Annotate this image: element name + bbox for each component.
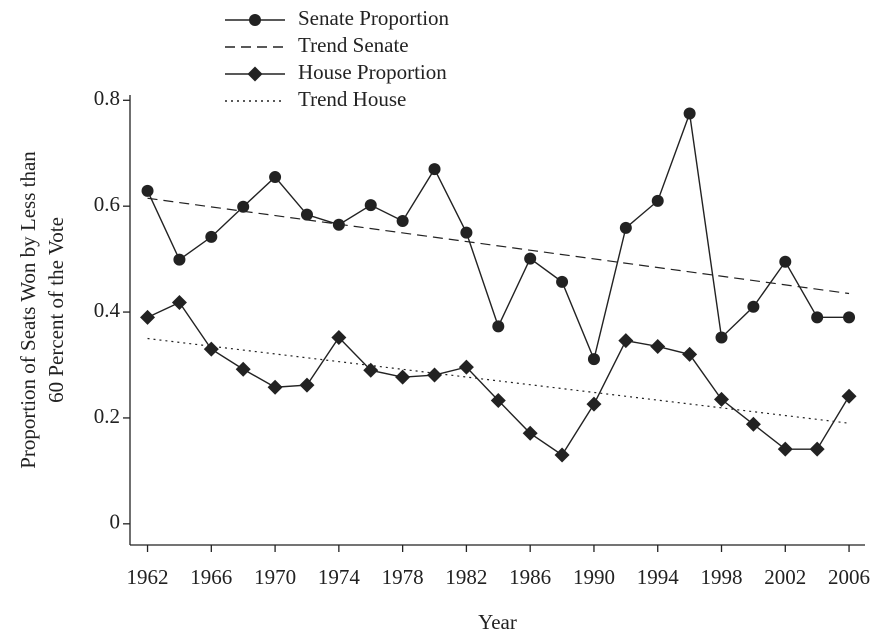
marker <box>682 346 698 362</box>
marker <box>556 275 569 288</box>
marker <box>715 331 728 344</box>
marker <box>747 300 760 313</box>
legend-label: Senate Proportion <box>298 6 450 30</box>
marker <box>171 295 187 311</box>
x-tick-label: 1986 <box>509 565 551 589</box>
marker <box>141 184 154 197</box>
marker <box>777 441 793 457</box>
marker <box>363 362 379 378</box>
marker <box>811 311 824 324</box>
x-tick-label: 2002 <box>764 565 806 589</box>
marker <box>492 320 505 333</box>
marker <box>458 359 474 375</box>
x-tick-label: 1994 <box>637 565 680 589</box>
legend-label: Trend Senate <box>298 33 409 57</box>
marker <box>428 163 441 176</box>
marker <box>650 338 666 354</box>
marker <box>618 333 634 349</box>
marker <box>173 253 186 266</box>
marker <box>843 311 856 324</box>
legend-label: House Proportion <box>298 60 447 84</box>
marker <box>586 396 602 412</box>
y-tick-label: 0 <box>110 510 121 534</box>
legend-marker <box>249 14 261 26</box>
y-tick-label: 0.2 <box>94 404 120 428</box>
marker <box>396 215 409 227</box>
marker <box>714 391 730 407</box>
marker <box>841 388 857 404</box>
x-tick-label: 2006 <box>828 565 870 589</box>
x-tick-label: 1970 <box>254 565 296 589</box>
marker <box>235 361 251 377</box>
marker <box>299 377 315 393</box>
marker <box>140 309 156 325</box>
y-axis-label: Proportion of Seats Won by Less than <box>16 151 40 469</box>
y-tick-label: 0.8 <box>94 86 120 110</box>
marker <box>651 194 664 207</box>
x-tick-label: 1990 <box>573 565 615 589</box>
marker <box>522 425 538 441</box>
x-tick-label: 1998 <box>701 565 743 589</box>
marker <box>554 447 570 463</box>
marker <box>331 329 347 345</box>
marker <box>205 230 218 243</box>
marker <box>237 200 250 213</box>
x-tick-label: 1978 <box>382 565 424 589</box>
legend-label: Trend House <box>298 87 406 111</box>
marker <box>779 255 792 268</box>
marker <box>809 441 825 457</box>
marker <box>587 353 600 366</box>
marker <box>524 252 537 265</box>
x-tick-label: 1982 <box>445 565 487 589</box>
x-tick-label: 1966 <box>190 565 232 589</box>
series-line <box>147 337 850 424</box>
marker <box>300 208 313 221</box>
y-tick-label: 0.6 <box>94 192 120 216</box>
marker <box>203 341 219 357</box>
marker <box>395 369 411 385</box>
y-tick-label: 0.4 <box>94 298 121 322</box>
x-tick-label: 1974 <box>318 565 361 589</box>
y-axis-label: 60 Percent of the Vote <box>44 217 68 403</box>
series-line <box>147 197 850 295</box>
marker <box>745 416 761 432</box>
marker <box>427 367 443 383</box>
marker <box>683 107 696 120</box>
marker <box>490 392 506 408</box>
marker <box>460 226 473 239</box>
marker <box>269 171 282 184</box>
legend-marker <box>247 66 263 82</box>
x-axis-label: Year <box>478 610 517 634</box>
marker <box>364 199 377 212</box>
marker <box>619 221 632 234</box>
x-tick-label: 1962 <box>127 565 169 589</box>
marker <box>267 379 283 395</box>
